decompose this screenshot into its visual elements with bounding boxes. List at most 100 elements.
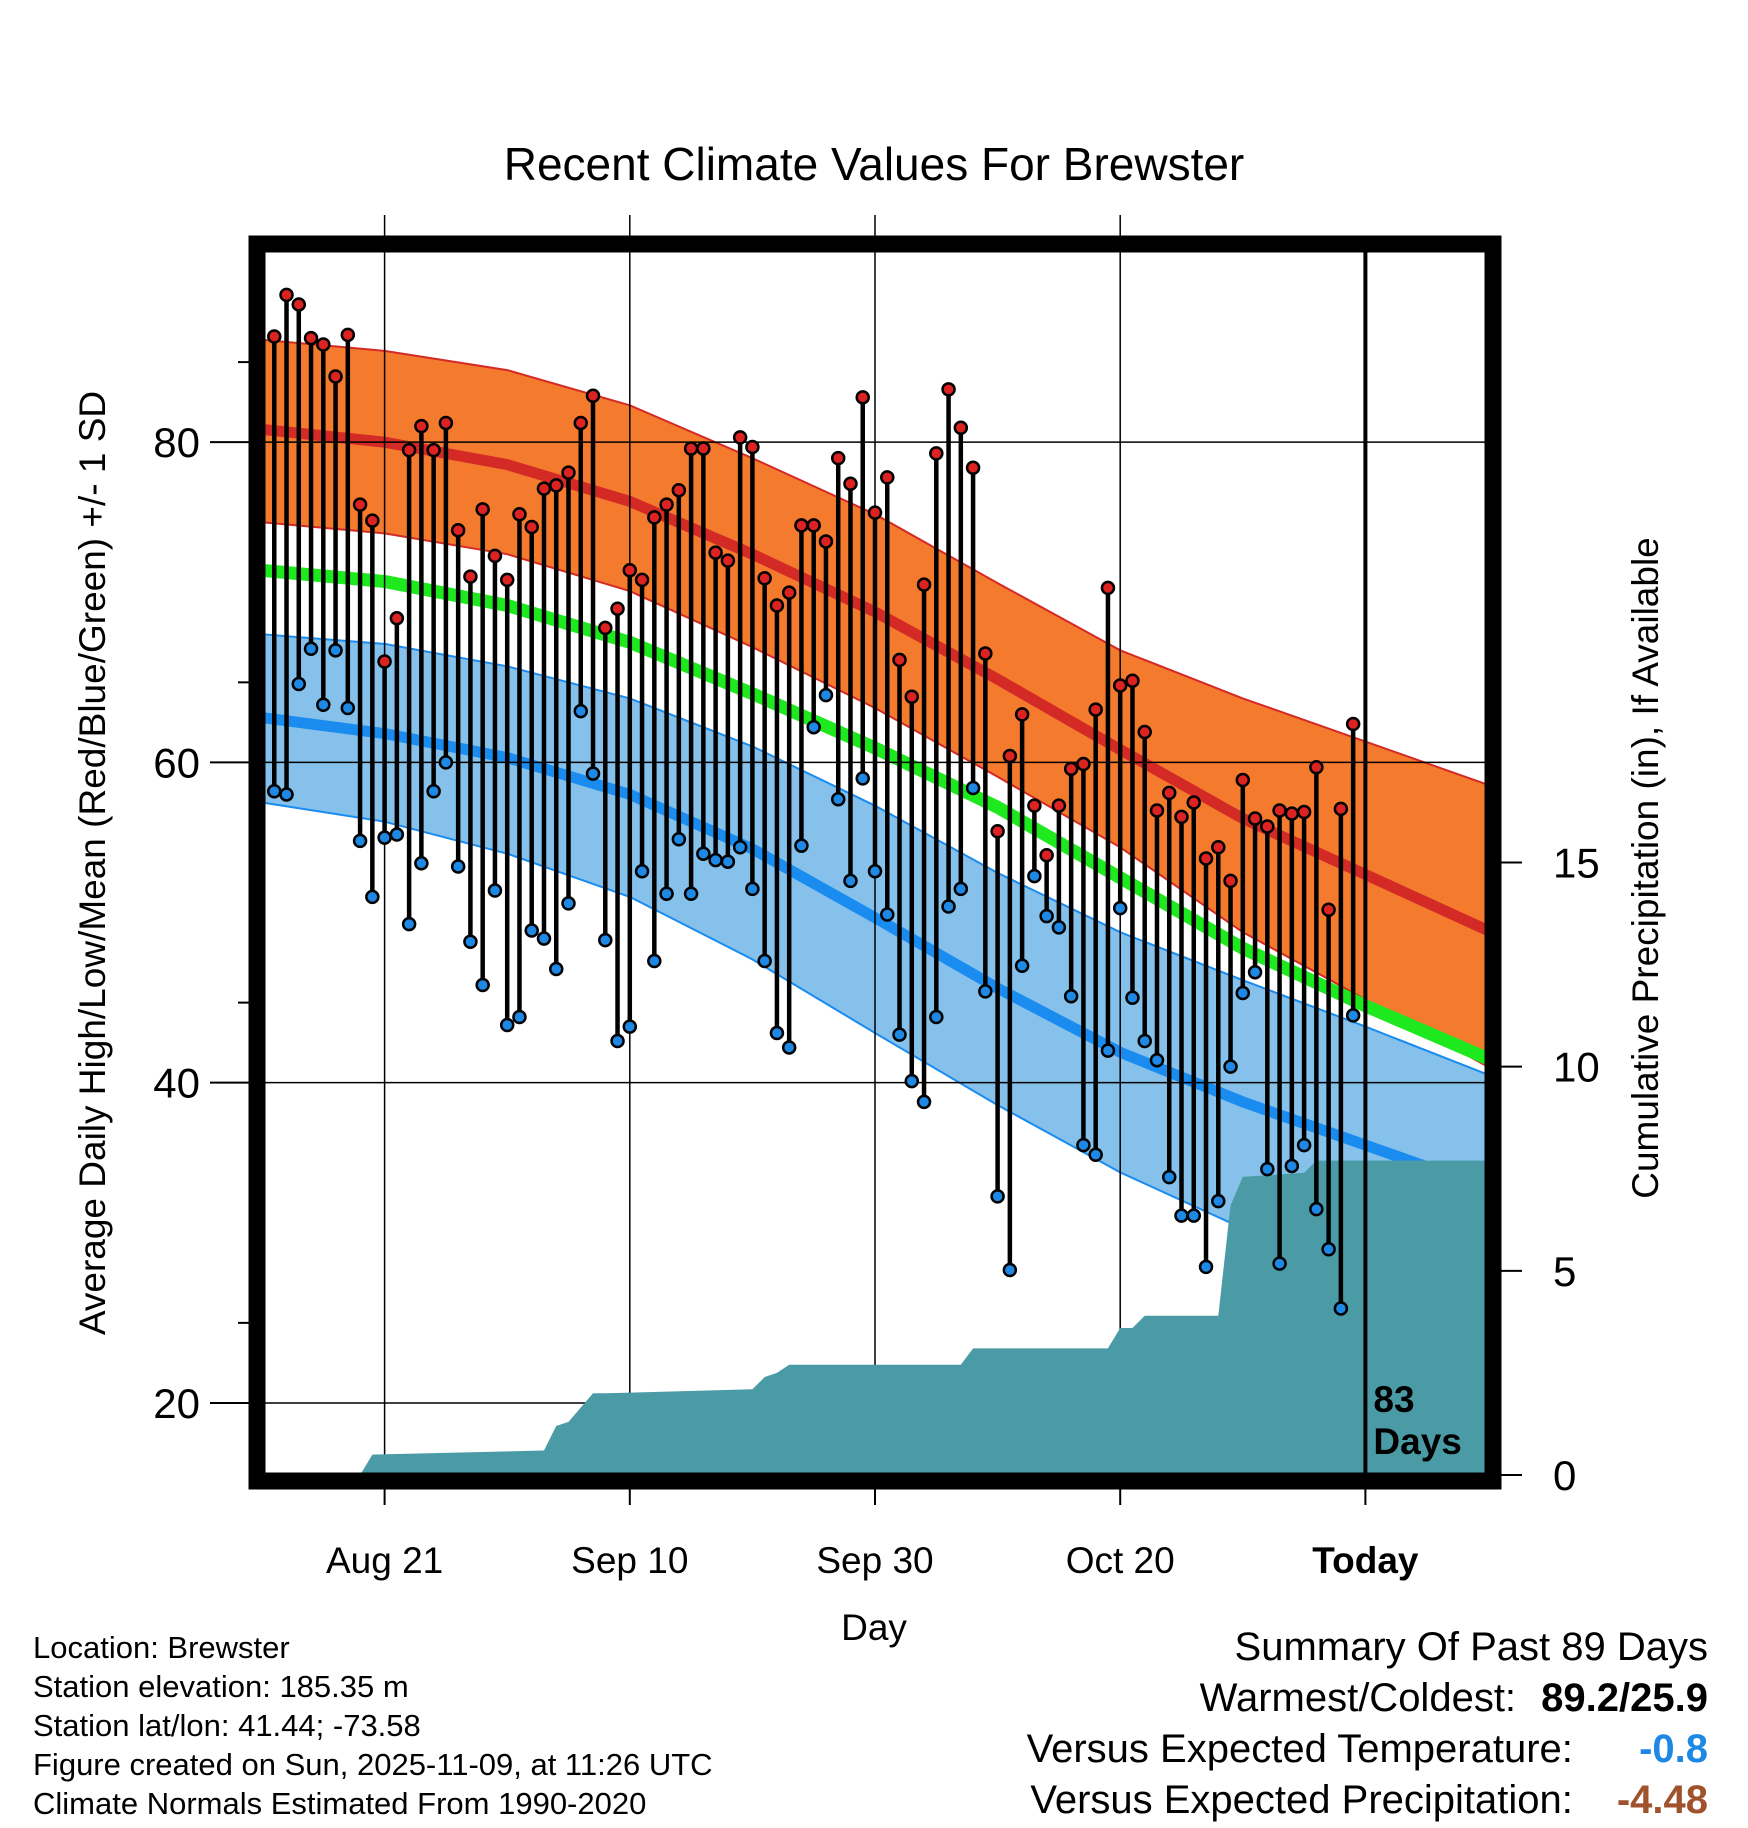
days-annotation: 83 Days (1373, 1379, 1461, 1462)
daily-high-point (561, 465, 576, 480)
daily-low-point (880, 907, 895, 922)
y2-tick-label: 0 (1553, 1452, 1576, 1499)
daily-low-point (1161, 1169, 1177, 1185)
daily-high-point (1174, 809, 1189, 825)
daily-low-point (1125, 990, 1140, 1006)
temp-versus-row: Versus Expected Temperature: -0.8 (1027, 1724, 1708, 1775)
daily-low-point (671, 832, 687, 847)
daily-low-point (1186, 1208, 1202, 1223)
daily-high-point (1333, 801, 1349, 817)
daily-high-point (573, 415, 589, 431)
daily-low-point (561, 896, 576, 911)
daily-low-point (855, 771, 870, 786)
daily-low-point (1137, 1033, 1152, 1049)
daily-low-point (965, 780, 981, 796)
daily-low-point (1333, 1301, 1349, 1316)
daily-low-point (806, 719, 821, 735)
daily-low-point (1260, 1161, 1275, 1177)
daily-high-point (1002, 748, 1018, 764)
daily-low-point (867, 864, 883, 879)
daily-low-point (1174, 1208, 1189, 1223)
daily-high-point (867, 505, 883, 520)
daily-low-point (781, 1040, 797, 1055)
daily-low-point (1235, 985, 1251, 1001)
daily-low-point (598, 932, 613, 948)
daily-high-point (720, 553, 736, 568)
daily-high-point (892, 652, 907, 668)
daily-high-point (438, 415, 454, 431)
daily-high-point (1284, 806, 1300, 821)
daily-low-point (487, 883, 503, 898)
daily-high-point (671, 482, 687, 498)
daily-low-point (843, 873, 858, 889)
daily-low-point (463, 934, 478, 950)
daily-high-point (536, 481, 552, 496)
y-tick-label: 40 (153, 1060, 200, 1107)
daily-low-point (941, 899, 956, 914)
daily-high-point (414, 418, 429, 434)
daily-high-point (1149, 803, 1165, 818)
daily-high-point (745, 439, 760, 455)
daily-high-point (1027, 798, 1042, 813)
daily-high-point (622, 563, 638, 578)
y2-tick-label: 5 (1553, 1248, 1576, 1295)
daily-low-point (830, 791, 846, 807)
daily-low-point (708, 852, 723, 868)
daily-low-point (303, 641, 319, 656)
daily-high-point (1260, 819, 1275, 834)
daily-low-point (1039, 908, 1054, 924)
daily-low-point (573, 703, 589, 719)
daily-low-point (377, 830, 392, 845)
y-tick-label: 80 (153, 419, 200, 466)
warmest-coldest-value: 89.2/25.9 (1541, 1676, 1708, 1720)
daily-high-point (1100, 580, 1116, 596)
daily-low-point (757, 953, 772, 969)
daily-low-point (365, 889, 380, 905)
daily-high-point (1198, 851, 1214, 866)
daily-high-point (487, 548, 503, 564)
daily-low-point (426, 783, 441, 799)
daily-low-point (1112, 900, 1128, 916)
daily-low-point (279, 787, 294, 802)
daily-low-point (291, 676, 307, 692)
daily-high-point (548, 478, 564, 493)
latlon-text: Station lat/lon: 41.44; -73.58 (33, 1708, 421, 1743)
precip-versus-row: Versus Expected Precipitation: -4.48 (1027, 1775, 1708, 1826)
daily-low-point (389, 827, 405, 842)
daily-high-point (463, 569, 478, 584)
daily-low-point (1198, 1259, 1214, 1275)
elevation-text: Station elevation: 185.35 m (33, 1669, 409, 1704)
daily-high-point (1125, 673, 1140, 689)
daily-low-point (475, 977, 490, 993)
daily-high-point (389, 611, 405, 626)
daily-low-point (696, 846, 711, 861)
y-tick-label: 60 (153, 739, 200, 786)
daily-high-point (1039, 848, 1054, 863)
plot-frame (248, 235, 1502, 1490)
daily-low-point (536, 931, 552, 946)
daily-high-point (855, 390, 870, 405)
precip-versus-label: Versus Expected Precipitation: (1030, 1778, 1573, 1822)
x-tick-label: Today (1312, 1540, 1419, 1581)
daily-high-point (659, 497, 674, 512)
daily-low-point (414, 856, 429, 871)
daily-high-point (1309, 759, 1324, 775)
daily-low-point (769, 1025, 785, 1041)
daily-low-point (647, 953, 662, 969)
daily-high-point (267, 329, 282, 344)
daily-high-point (769, 598, 785, 613)
daily-low-point (1076, 1137, 1091, 1153)
daily-high-point (941, 382, 956, 397)
daily-high-point (426, 442, 441, 458)
daily-high-point (1345, 716, 1361, 732)
daily-low-point (818, 687, 834, 703)
daily-high-point (610, 601, 625, 616)
daily-high-point (732, 430, 748, 445)
daily-high-point (1112, 678, 1128, 693)
y2-tick-label: 10 (1553, 1044, 1600, 1091)
daily-low-point (745, 881, 760, 897)
daily-low-point (953, 881, 969, 897)
daily-low-point (1063, 988, 1079, 1004)
daily-high-point (499, 572, 515, 588)
